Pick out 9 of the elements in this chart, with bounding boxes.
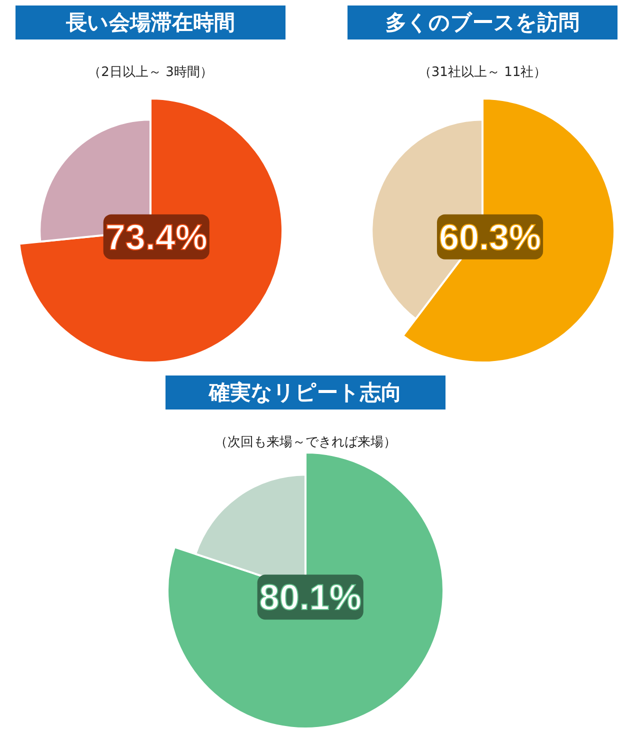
chart-subtitle: （2日以上～ 3時間）: [88, 65, 213, 80]
chart-title: 多くのブースを訪問: [386, 10, 580, 34]
chart-title: 長い会場滞在時間: [65, 10, 235, 34]
data-label: 73.4%: [105, 216, 208, 258]
data-label: 80.1%: [259, 576, 362, 618]
chart-subtitle: （31社以上～ 11社）: [418, 65, 547, 80]
chart-title: 確実なリピート志向: [208, 380, 402, 404]
chart-subtitle: （次回も来場～できれば来場）: [214, 435, 396, 450]
data-label: 60.3%: [438, 216, 542, 258]
